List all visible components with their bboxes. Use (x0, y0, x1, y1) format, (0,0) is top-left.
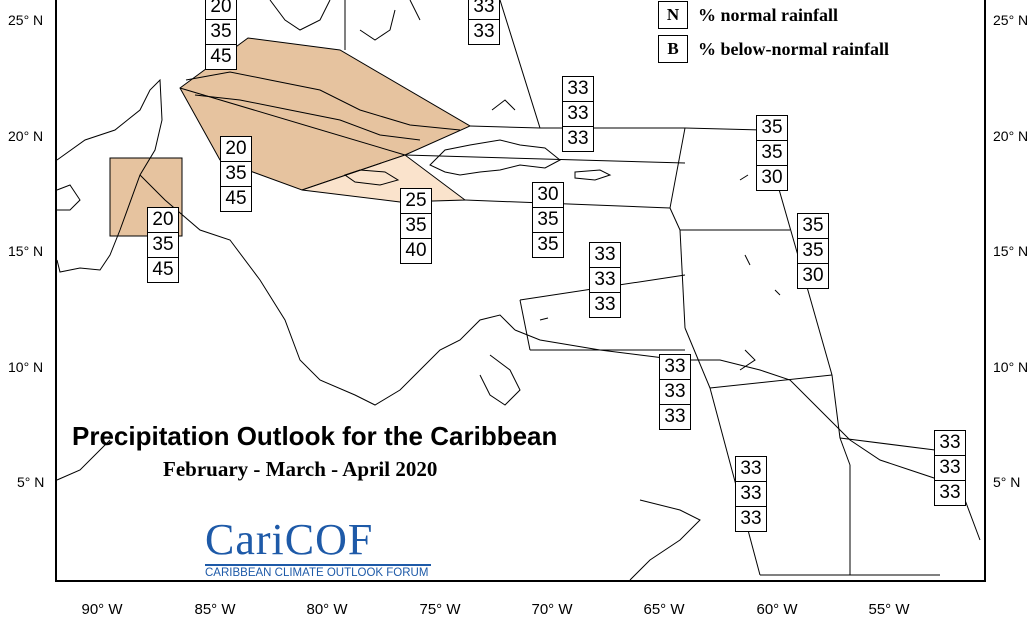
lon-label-80: 80° W (306, 601, 348, 618)
prob-value: 30 (798, 263, 828, 288)
map-subtitle: February - March - April 2020 (163, 457, 438, 481)
prob-value: 30 (757, 165, 787, 190)
prob-value: 35 (221, 161, 251, 186)
prob-box-jamaica: 25 35 40 (400, 188, 432, 264)
lat-label-25-left: 25° N (8, 12, 44, 28)
prob-value: 35 (761, 117, 783, 138)
prob-value: 30 (537, 184, 559, 205)
prob-value: 35 (802, 215, 824, 236)
logo-wordmark: CariCOF (205, 515, 374, 564)
prob-value: 33 (563, 101, 593, 126)
prob-value: 33 (660, 379, 690, 404)
lat-label-10-right: 10° N (993, 359, 1029, 375)
prob-box-cuba: 20 35 45 (220, 136, 252, 212)
prob-value: 35 (798, 238, 828, 263)
prob-value: 45 (221, 186, 251, 211)
prob-value: 33 (594, 244, 616, 265)
legend-key-below-normal: B (658, 35, 688, 63)
legend-normal: N % normal rainfall (658, 0, 838, 30)
prob-box-windward-islands: 35 35 30 (797, 213, 829, 289)
prob-value: 25 (405, 190, 427, 211)
prob-value: 33 (935, 480, 965, 505)
prob-value: 33 (590, 267, 620, 292)
prob-value: 33 (590, 292, 620, 317)
prob-value: 35 (533, 207, 563, 232)
coastlines (56, 0, 981, 581)
legend-label-below-normal: % below-normal rainfall (698, 38, 889, 59)
lat-label-5-right: 5° N (993, 474, 1021, 490)
prob-value: 33 (935, 455, 965, 480)
prob-value: 35 (148, 232, 178, 257)
prob-value: 33 (740, 458, 762, 479)
prob-value: 45 (148, 257, 178, 282)
prob-value: 33 (473, 0, 495, 17)
prob-value: 33 (563, 126, 593, 151)
prob-value: 33 (664, 356, 686, 377)
lat-label-15-left: 15° N (8, 243, 44, 259)
map-title: Precipitation Outlook for the Caribbean (72, 421, 558, 451)
prob-box-bahamas-west: 20 35 45 (205, 0, 237, 70)
lat-label-25-right: 25° N (993, 12, 1029, 28)
prob-value: 33 (939, 432, 961, 453)
lon-label-90: 90° W (81, 601, 123, 618)
prob-box-belize: 20 35 45 (147, 207, 179, 283)
prob-box-bahamas-east: 33 33 (468, 0, 500, 45)
region-boundaries (179, 0, 940, 576)
lat-label-10-left: 10° N (8, 359, 44, 375)
prob-box-turks-caicos: 33 33 33 (562, 76, 594, 152)
legend-below-normal: B % below-normal rainfall (658, 34, 889, 64)
prob-value: 33 (469, 19, 499, 44)
prob-value: 33 (567, 78, 589, 99)
lon-label-70: 70° W (531, 601, 573, 618)
prob-value: 40 (401, 238, 431, 263)
prob-box-french-guiana: 33 33 33 (934, 430, 966, 506)
lon-label-85: 85° W (194, 601, 236, 618)
prob-value: 33 (736, 506, 766, 531)
legend-label-normal: % normal rainfall (698, 4, 838, 25)
caricof-logo: CariCOF CARIBBEAN CLIMATE OUTLOOK FORUM (205, 514, 433, 580)
prob-value: 35 (206, 19, 236, 44)
prob-value: 20 (210, 0, 232, 17)
prob-value: 20 (152, 209, 174, 230)
prob-value: 20 (225, 138, 247, 159)
prob-value: 45 (206, 44, 236, 69)
map-frame (55, 0, 986, 582)
lon-label-60: 60° W (756, 601, 798, 618)
prob-box-leeward-islands: 35 35 30 (756, 115, 788, 191)
prob-value: 33 (736, 481, 766, 506)
prob-value: 35 (533, 232, 563, 257)
lat-label-5-left: 5° N (17, 474, 45, 490)
logo-tagline: CARIBBEAN CLIMATE OUTLOOK FORUM (205, 567, 429, 579)
prob-value: 35 (401, 213, 431, 238)
lat-label-15-right: 15° N (993, 243, 1029, 259)
lat-label-20-right: 20° N (993, 128, 1029, 144)
lon-label-65: 65° W (643, 601, 685, 618)
prob-value: 33 (660, 404, 690, 429)
prob-box-caribbean-sea: 33 33 33 (589, 242, 621, 318)
lon-label-75: 75° W (419, 601, 461, 618)
legend-key-normal: N (658, 1, 688, 29)
lat-label-20-left: 20° N (8, 128, 44, 144)
lon-label-55: 55° W (868, 601, 910, 618)
prob-box-hispaniola: 30 35 35 (532, 182, 564, 258)
logo-divider (205, 564, 431, 566)
prob-box-guyana: 33 33 33 (735, 456, 767, 532)
prob-box-trinidad-venezuela: 33 33 33 (659, 354, 691, 430)
prob-value: 35 (757, 140, 787, 165)
